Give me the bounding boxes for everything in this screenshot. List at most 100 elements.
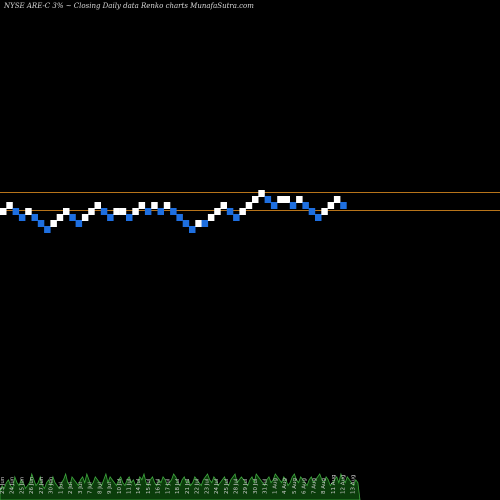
date-tick-label: 23 Jun [0, 476, 6, 494]
renko-brick-up [283, 196, 290, 203]
renko-brick-down [126, 214, 133, 221]
renko-brick-down [340, 202, 347, 209]
renko-brick-down [315, 214, 322, 221]
date-tick-label: 25 Jul [224, 478, 230, 494]
date-tick-label: 1 Jul [58, 482, 64, 494]
date-tick-label: 16 Jul [156, 478, 162, 494]
date-tick-label: 14 Jul [136, 478, 142, 494]
date-tick-label: 30 Jun [49, 476, 55, 494]
renko-brick-up [252, 196, 259, 203]
date-tick-label: 17 Jul [165, 478, 171, 494]
renko-brick-down [176, 214, 183, 221]
date-tick-label: 7 Aug [311, 478, 317, 494]
renko-brick-down [69, 214, 76, 221]
renko-brick-down [289, 202, 297, 209]
renko-brick-down [308, 208, 316, 215]
date-tick-label: 15 Jul [146, 478, 152, 494]
renko-brick-up [327, 202, 335, 209]
renko-brick-up [0, 208, 7, 215]
renko-brick-down [12, 208, 20, 215]
renko-brick-up [119, 208, 127, 215]
date-tick-label: 24 Jun [10, 476, 16, 494]
renko-brick-up [220, 202, 227, 209]
date-tick-label: 11 Aug [331, 475, 337, 495]
renko-brick-up [214, 208, 221, 215]
renko-brick-up [296, 196, 303, 203]
renko-brick-down [107, 214, 114, 221]
renko-brick-down [302, 202, 309, 209]
date-tick-label: 12 Aug [341, 475, 347, 495]
renko-brick-down [18, 214, 26, 221]
date-tick-label: 27 Jun [39, 476, 45, 494]
date-tick-label: 25 Jun [19, 476, 25, 494]
renko-brick-up [81, 214, 89, 221]
renko-brick-down [37, 220, 45, 227]
date-tick-label: 30 Jul [253, 478, 259, 494]
renko-brick-down [31, 214, 38, 221]
renko-brick-up [277, 196, 284, 203]
date-tick-label: 10 Jul [117, 478, 123, 494]
date-tick-label: 5 Aug [292, 478, 298, 494]
renko-brick-down [100, 208, 108, 215]
renko-brick-down [226, 208, 234, 215]
date-tick-label: 22 Jul [195, 478, 201, 494]
date-tick-label: 31 Jul [263, 478, 269, 494]
date-tick-labels: 23 Jun 24 Jun 25 Jun 26 Jun 27 Jun 30 Jun 1 Ju… [0, 475, 356, 495]
reference-lines [0, 192, 500, 211]
renko-brick-up [195, 220, 202, 227]
renko-brick-down [75, 220, 83, 227]
renko-brick-up [132, 208, 139, 215]
date-tick-label: 21 Jul [185, 478, 191, 494]
renko-brick-up [333, 196, 341, 203]
renko-brick-up [63, 208, 70, 215]
renko-brick-up [151, 202, 158, 209]
renko-brick-up [88, 208, 95, 215]
volume-area [0, 472, 361, 500]
renko-brick-up [6, 202, 13, 209]
renko-brick-down [144, 208, 152, 215]
renko-brick-down [189, 226, 196, 233]
renko-brick-up [56, 214, 64, 221]
date-tick-label: 23 Jul [204, 478, 210, 494]
renko-brick-up [113, 208, 120, 215]
date-tick-label: 9 Jul [107, 482, 113, 494]
renko-brick-up [258, 190, 265, 197]
renko-brick-down [201, 220, 209, 227]
renko-brick-down [182, 220, 190, 227]
date-tick-label: 6 Aug [302, 478, 308, 494]
date-tick-label: 8 Aug [321, 478, 327, 494]
volume-histogram [0, 472, 361, 500]
date-tick-label: 29 Jul [243, 478, 249, 494]
renko-brick-up [25, 208, 32, 215]
renko-brick-up [50, 220, 57, 227]
date-tick-label: 24 Jul [214, 478, 220, 494]
date-tick-label: 13 Aug [350, 475, 356, 495]
renko-brick-up [321, 208, 328, 215]
renko-brick-down [270, 202, 278, 209]
date-tick-label: 18 Jul [175, 478, 181, 494]
renko-brick-up [207, 214, 215, 221]
renko-brick-up [138, 202, 146, 209]
date-tick-label: 26 Jun [29, 476, 35, 494]
date-tick-label: 4 Aug [282, 478, 288, 494]
renko-brick-down [44, 226, 51, 233]
renko-brick-down [264, 196, 272, 203]
renko-bricks [0, 190, 347, 233]
renko-brick-up [245, 202, 253, 209]
renko-brick-up [94, 202, 101, 209]
chart-title: NYSE ARE-C 3% ~ Closing Daily data Renko… [4, 2, 254, 10]
renko-brick-down [157, 208, 164, 215]
date-tick-label: 2 Jul [68, 482, 74, 494]
date-tick-label: 3 Jul [78, 482, 84, 494]
date-tick-label: 7 Jul [88, 482, 94, 494]
renko-brick-up [239, 208, 246, 215]
date-tick-label: 1 Aug [272, 478, 278, 494]
date-tick-label: 8 Jul [97, 482, 103, 494]
renko-brick-down [233, 214, 240, 221]
renko-brick-up [163, 202, 171, 209]
renko-brick-down [170, 208, 177, 215]
date-tick-label: 28 Jul [234, 478, 240, 494]
date-tick-label: 11 Jul [126, 478, 132, 494]
